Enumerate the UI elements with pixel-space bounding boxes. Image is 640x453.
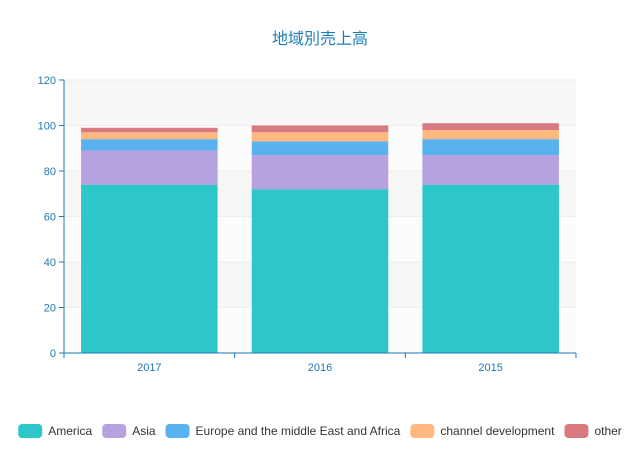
legend-label: other <box>594 424 621 438</box>
legend-swatch <box>410 424 435 438</box>
legend-swatch <box>564 424 589 438</box>
x-tick-label: 2017 <box>137 362 161 374</box>
legend-item[interactable]: America <box>18 424 93 438</box>
grid-band <box>64 80 576 126</box>
bar-segment[interactable] <box>422 155 559 185</box>
bar-segment[interactable] <box>81 132 218 140</box>
x-tick-label: 2015 <box>478 362 502 374</box>
legend-item[interactable]: Asia <box>102 424 156 438</box>
legend-label: Europe and the middle East and Africa <box>196 424 401 438</box>
chart-title: 地域別売上高 <box>272 30 368 48</box>
legend-item[interactable]: other <box>564 424 622 438</box>
legend-label: America <box>48 424 92 438</box>
legend-item[interactable]: channel development <box>410 424 555 438</box>
y-tick-label: 80 <box>44 166 56 178</box>
legend-item[interactable]: Europe and the middle East and Africa <box>165 424 401 438</box>
x-tick-label: 2016 <box>308 362 332 374</box>
y-tick-label: 40 <box>44 257 56 269</box>
bar-segment[interactable] <box>81 127 218 133</box>
bar-segment[interactable] <box>81 139 218 151</box>
bar-segment[interactable] <box>422 184 559 353</box>
bar-segment[interactable] <box>251 155 389 190</box>
y-tick-label: 0 <box>50 348 56 360</box>
axes: 0 20 40 60 80 100 120 2017 2016 2015 <box>38 75 577 374</box>
bar-stacks <box>81 123 559 353</box>
bar-segment[interactable] <box>81 184 218 353</box>
legend-label: channel development <box>440 424 555 438</box>
legend-swatch <box>102 424 127 438</box>
bar-segment[interactable] <box>422 139 559 156</box>
bar-segment[interactable] <box>422 123 559 131</box>
legend-swatch <box>18 424 43 438</box>
y-tick-label: 60 <box>44 212 56 224</box>
bar-segment[interactable] <box>251 189 389 353</box>
bar-segment[interactable] <box>251 132 389 142</box>
bar-segment[interactable] <box>251 125 389 133</box>
y-tick-label: 120 <box>38 75 56 87</box>
bar-segment[interactable] <box>422 130 559 140</box>
legend-label: Asia <box>132 424 156 438</box>
bar-segment[interactable] <box>81 150 218 185</box>
y-tick-label: 20 <box>44 303 56 315</box>
y-tick-label: 100 <box>38 121 56 133</box>
bar-segment[interactable] <box>251 141 389 156</box>
legend-swatch <box>165 424 190 438</box>
legend: America Asia Europe and the middle East an… <box>18 424 622 438</box>
